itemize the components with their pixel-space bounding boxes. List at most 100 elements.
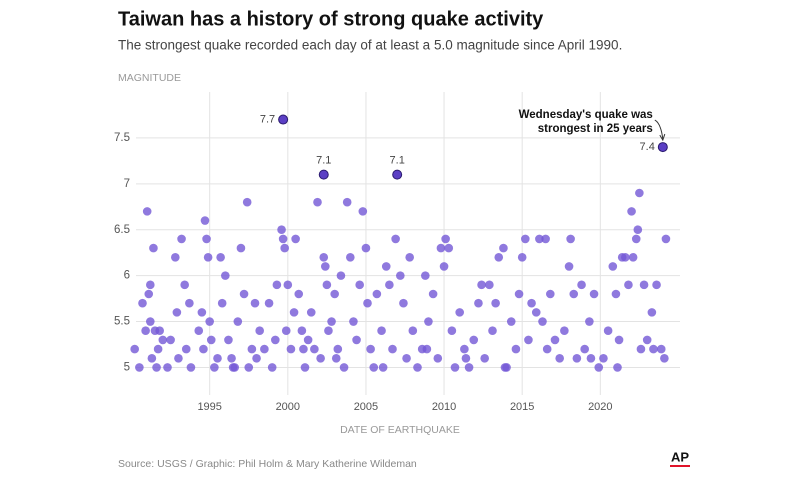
point [372,289,382,299]
point [506,317,516,326]
point [313,197,322,207]
point [424,317,433,326]
x-tick-label: 2000 [276,401,300,413]
point [524,335,533,345]
point [585,317,594,326]
point [378,363,388,372]
point [166,335,175,345]
point [391,234,400,244]
point [349,317,358,326]
point [247,344,257,354]
point [535,234,544,244]
point [621,252,630,262]
point [155,326,164,336]
point [267,363,277,372]
point [639,280,649,290]
point [181,344,191,354]
point [656,344,666,354]
point [631,234,641,244]
point [200,216,210,225]
point [205,317,214,326]
point [433,353,443,363]
point [180,280,189,290]
x-tick-label: 2005 [354,401,378,413]
point [369,363,379,372]
logo: AP [671,449,689,464]
annotation-arrow [654,119,664,140]
point [511,344,521,354]
point [146,317,155,326]
point [330,289,339,299]
point [541,234,550,244]
point [366,344,375,354]
point [142,207,152,216]
point [236,243,246,253]
point [177,234,186,244]
point [321,262,330,271]
point [339,363,349,372]
point [138,298,147,308]
point [385,280,394,290]
point [130,344,139,354]
point [660,353,669,363]
point [197,308,207,317]
point [146,280,155,290]
point [608,262,618,271]
point [405,252,414,262]
point [242,197,252,207]
point [464,363,474,372]
point [421,271,430,280]
y-tick-label: 7 [124,178,130,190]
point [271,335,280,345]
point [185,298,194,308]
point [402,353,411,363]
point [289,308,299,317]
point [422,344,432,354]
point [210,363,219,372]
point [599,353,608,363]
point [614,335,624,345]
point [546,289,555,299]
point [555,353,564,363]
point [202,234,211,244]
point [327,317,336,326]
point [252,353,261,363]
point [239,289,249,299]
point [363,298,372,308]
point [477,280,486,290]
y-tick-label: 5.5 [114,316,130,328]
point [358,207,368,216]
y-tick-label: 6 [124,270,130,282]
point [413,363,422,372]
point [227,353,236,363]
point [194,326,204,336]
point [485,280,494,290]
point [527,298,536,308]
point [346,252,355,262]
point [636,344,646,354]
point [186,363,196,372]
point [141,326,150,336]
point [199,344,208,354]
point [283,280,293,290]
value-label: 7.1 [390,155,405,167]
point [297,326,307,336]
value-label: 7.4 [640,141,655,153]
point [652,280,661,290]
logo-underline [670,465,690,467]
point [264,298,274,308]
point [480,353,489,363]
point [203,252,213,262]
point [627,207,636,216]
point [633,225,643,235]
annotation: strongest in 25 years [538,123,653,135]
x-tick-label: 2015 [510,401,534,413]
point [500,363,510,372]
point [174,353,183,363]
point [436,243,446,253]
point [381,262,391,271]
point [294,289,304,299]
point [135,363,144,372]
point [281,326,291,336]
